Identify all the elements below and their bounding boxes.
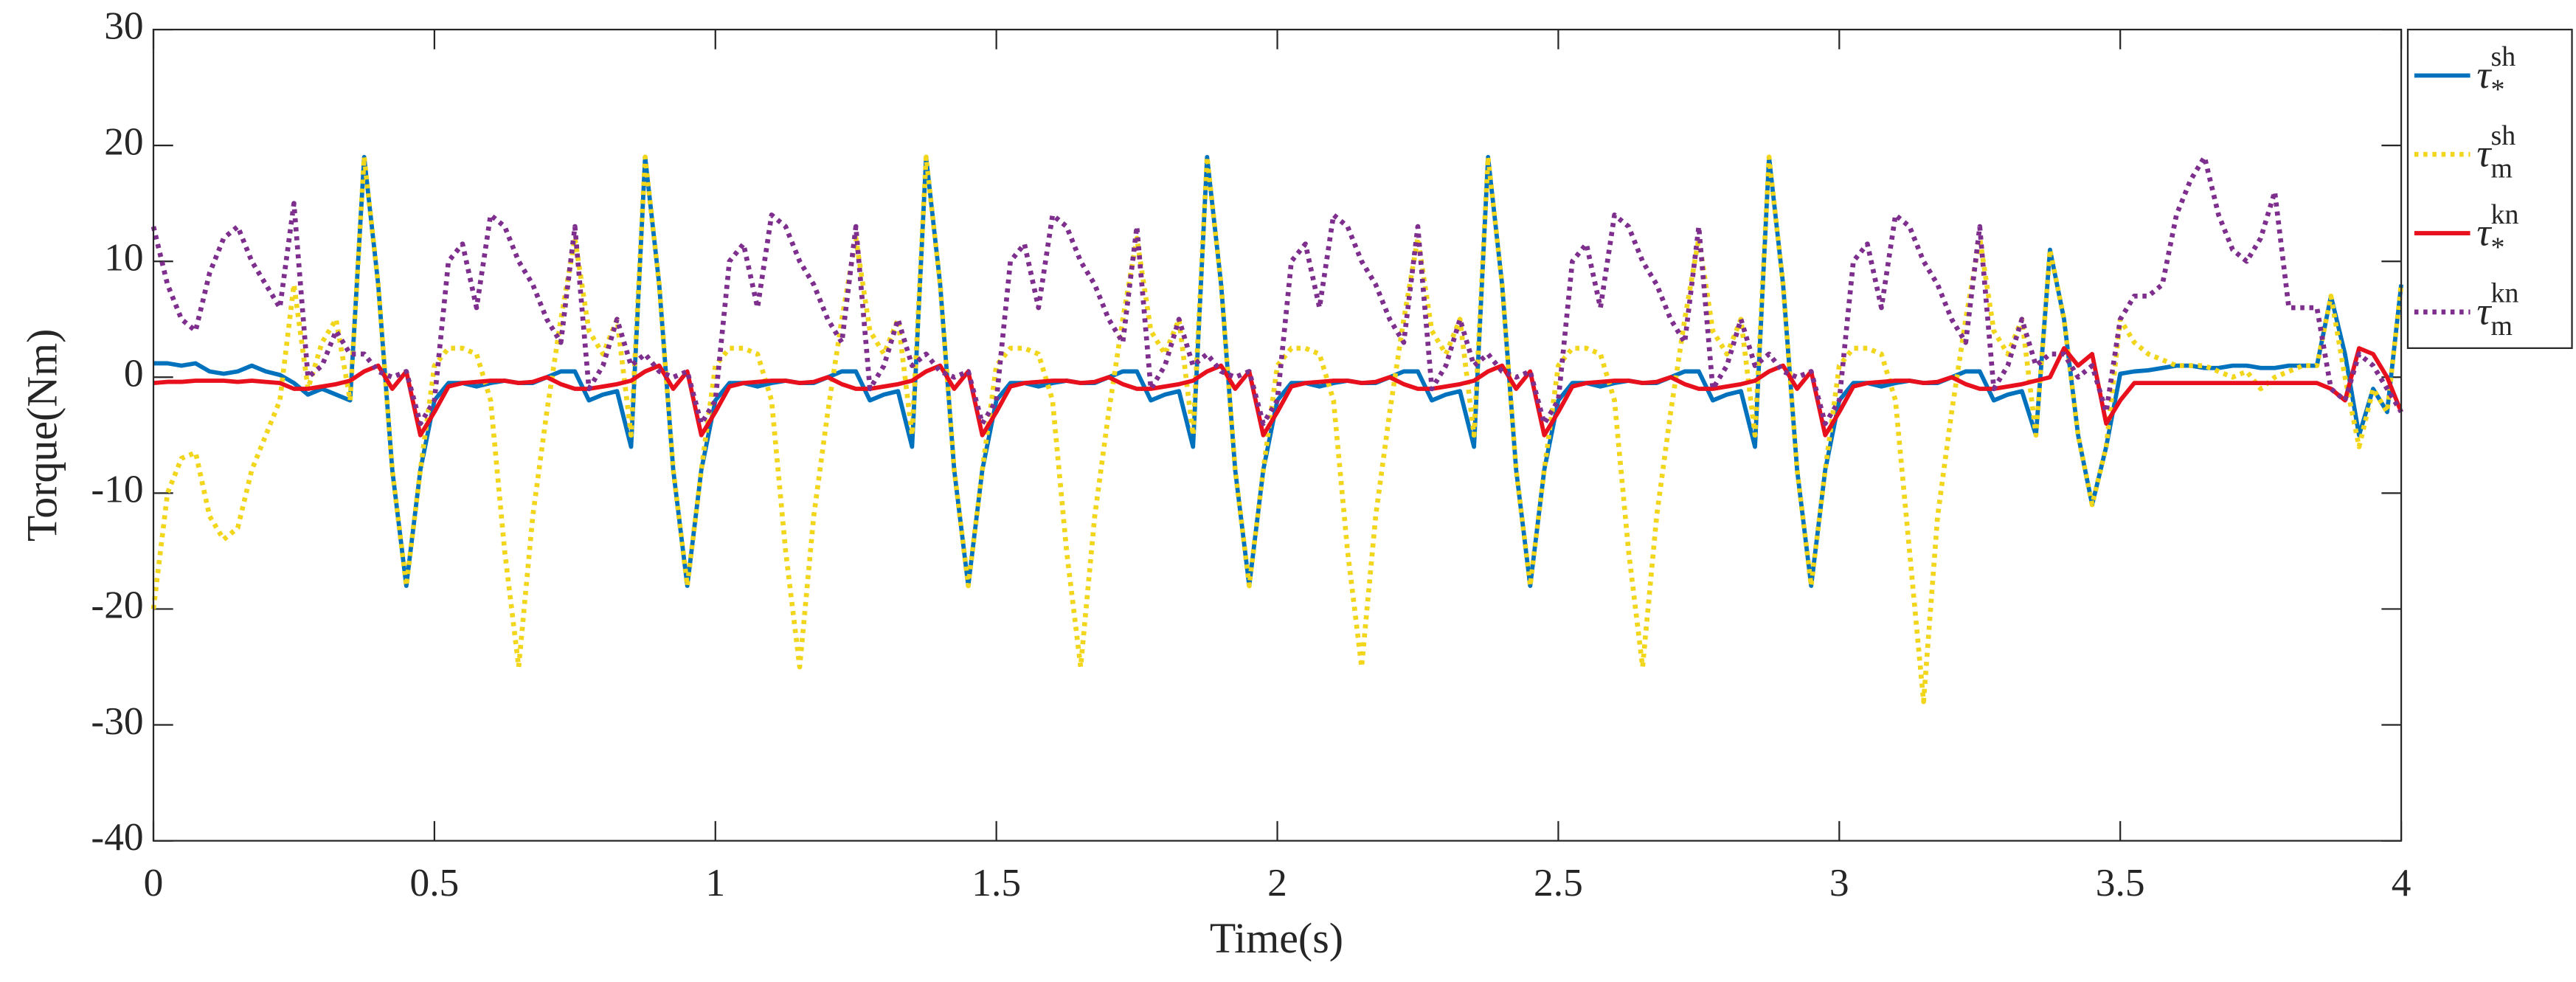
y-axis-label: Torque(Nm) — [18, 329, 66, 542]
x-tick-label: 1 — [705, 860, 725, 905]
y-tick-label: 10 — [104, 235, 143, 279]
legend-subscript: * — [2491, 232, 2505, 263]
y-tick-label: 0 — [124, 351, 144, 395]
x-tick-label: 1.5 — [972, 860, 1021, 905]
y-tick-label: -20 — [91, 583, 143, 627]
data-line — [150, 154, 2404, 705]
legend-subscript: * — [2491, 74, 2505, 105]
y-tick-label: 20 — [104, 119, 143, 163]
legend-box — [2406, 28, 2573, 349]
legend-superscript: kn — [2491, 198, 2519, 229]
legend-label: τsh * — [2476, 41, 2516, 106]
legend-label: τkn m — [2476, 277, 2518, 342]
legend-superscript: kn — [2491, 277, 2519, 308]
x-tick-label: 3.5 — [2096, 860, 2145, 905]
legend-name: τ — [2476, 210, 2492, 255]
x-tick-label: 2 — [1267, 860, 1287, 905]
legend-label: τsh m — [2476, 120, 2516, 184]
x-tick-label: 4 — [2392, 860, 2411, 905]
legend-name: τ — [2476, 52, 2492, 97]
y-tick-label: -40 — [91, 815, 143, 859]
legend-superscript: sh — [2491, 120, 2516, 151]
legend-subscript: m — [2491, 153, 2513, 184]
x-tick-label: 2.5 — [1534, 860, 1583, 905]
y-tick-label: -10 — [91, 467, 143, 511]
x-tick-label: 0 — [144, 860, 164, 905]
legend-label: τkn * — [2476, 198, 2518, 263]
x-axis-label: Time(s) — [1210, 914, 1343, 962]
legend-subscript: m — [2491, 311, 2513, 342]
y-tick-label: 30 — [104, 3, 143, 47]
x-tick-label: 3 — [1829, 860, 1849, 905]
x-tick-label: 0.5 — [410, 860, 460, 905]
data-line — [150, 154, 2403, 426]
legend-superscript: sh — [2491, 41, 2516, 72]
data-line — [153, 346, 2403, 438]
legend-name: τ — [2476, 289, 2492, 333]
plot-frame — [152, 28, 2403, 842]
y-tick-label: -30 — [91, 699, 143, 743]
legend-name: τ — [2476, 131, 2492, 176]
